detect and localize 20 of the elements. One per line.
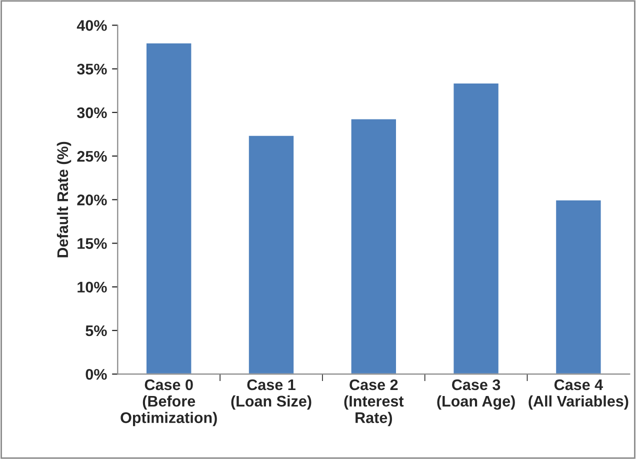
y-tick-label: 20% <box>77 194 107 206</box>
bar <box>350 118 398 374</box>
bar <box>554 198 602 374</box>
y-tick-label: 15% <box>78 238 107 249</box>
y-axis-title: Default Rate (%) <box>56 142 72 258</box>
y-tick-label: 30% <box>77 107 107 118</box>
x-tick-label: Case 3 (Loan Age) <box>437 379 515 410</box>
y-tick-label: 5% <box>86 325 107 336</box>
x-tick-label: Case 4 (All Variables) <box>528 379 628 410</box>
y-tick-label: 40% <box>76 20 107 31</box>
x-tick-label: Case 2 (Interest Rate) <box>344 379 404 426</box>
bar <box>145 42 193 374</box>
x-tick-label: Case 0 (Before Optimization) <box>120 379 217 426</box>
y-tick-label: 35% <box>77 64 107 75</box>
y-tick-label: 0% <box>86 368 107 380</box>
y-tick-label: 10% <box>78 282 107 293</box>
x-tick-label: Case 1 (Loan Size) <box>231 379 312 410</box>
y-tick-label: 25% <box>77 150 107 162</box>
bar <box>248 134 295 374</box>
bar <box>452 82 500 374</box>
